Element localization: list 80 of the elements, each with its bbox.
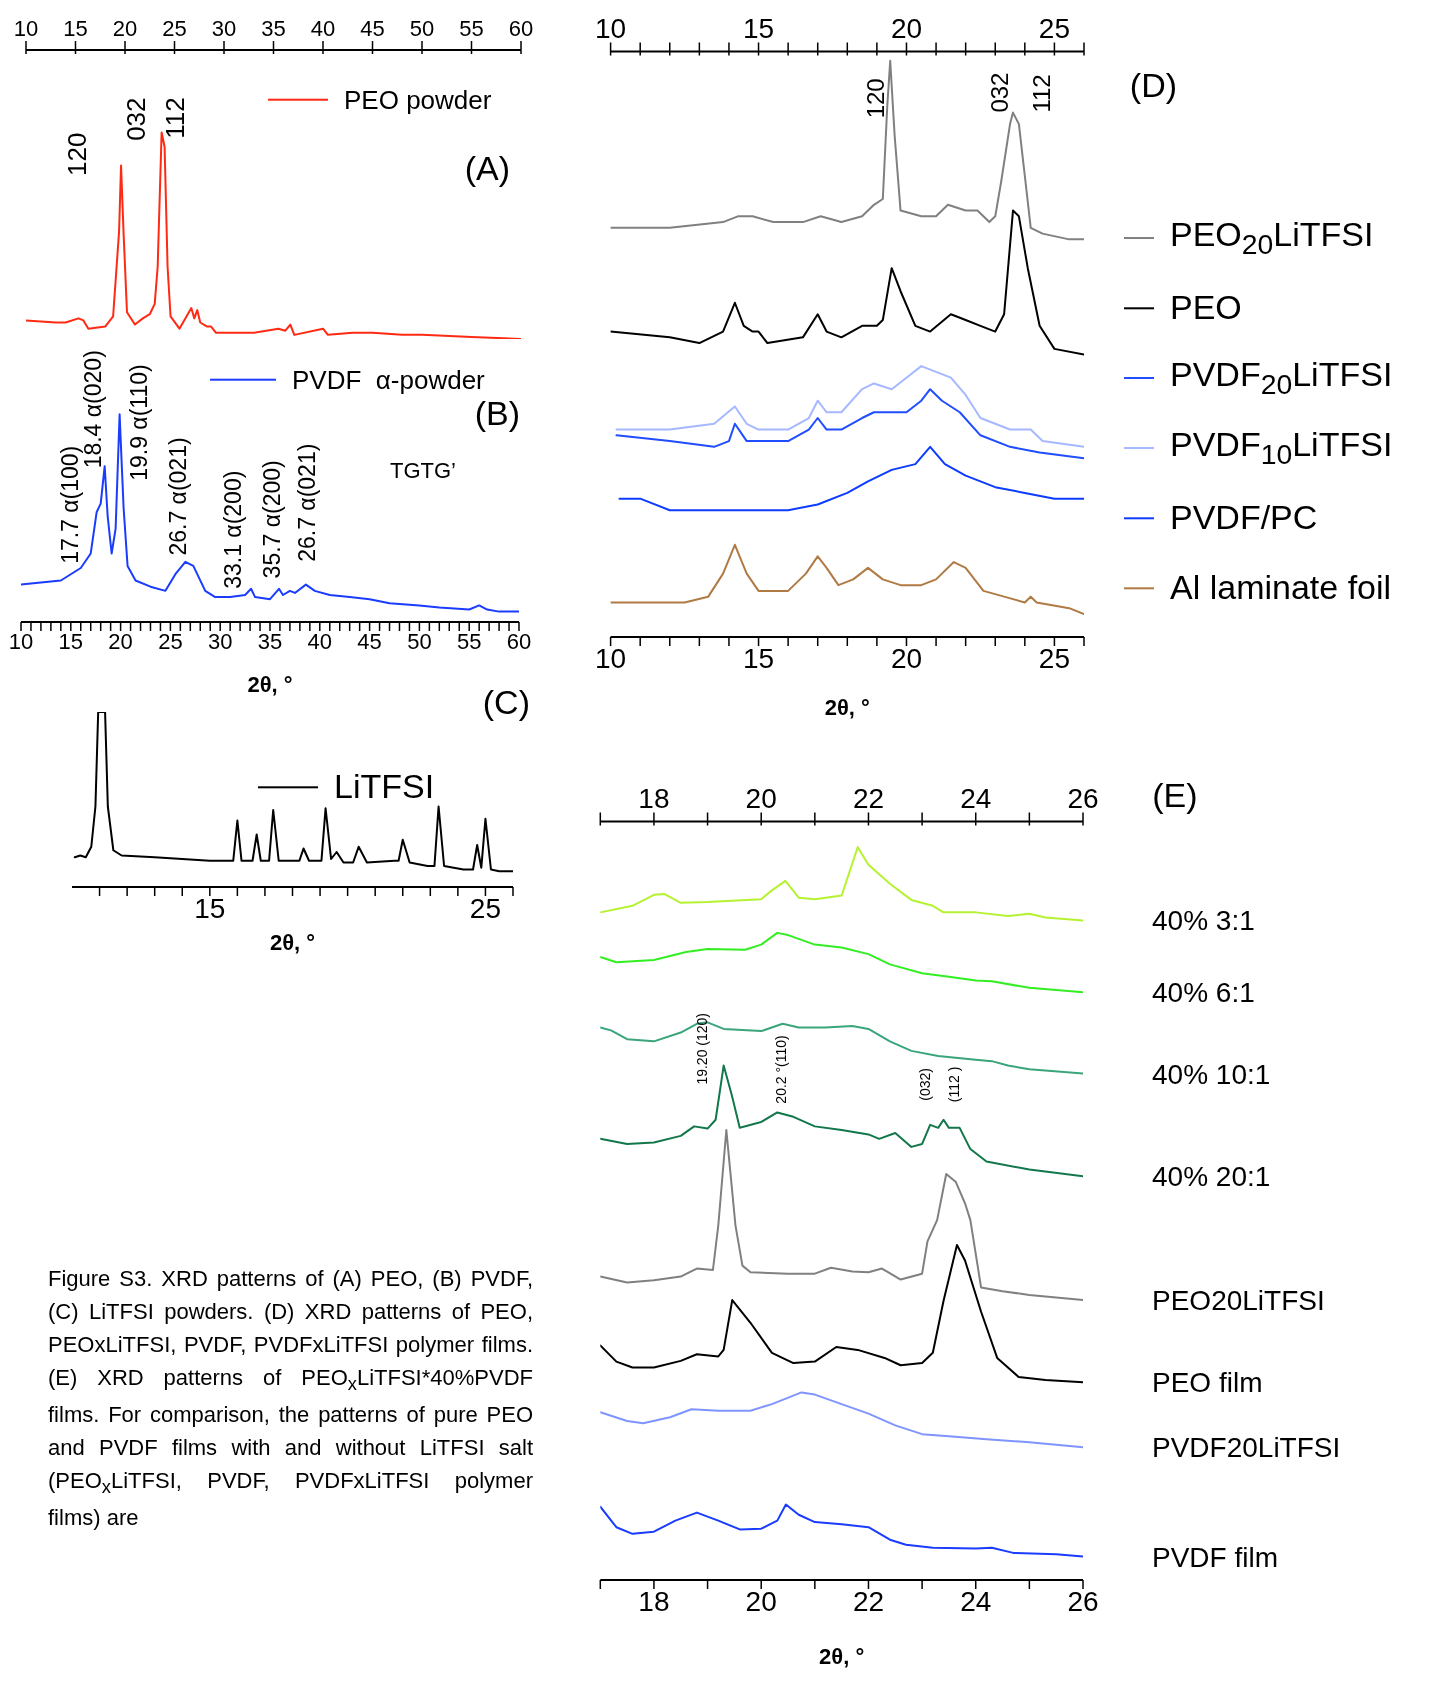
annotation: (032) — [916, 1068, 933, 1101]
annotation: 19.9 α(110) — [126, 364, 153, 481]
x-tick-label: 50 — [407, 628, 432, 654]
text: 40% 6:1 — [1152, 976, 1255, 1008]
x-tick-label: 40 — [307, 628, 333, 654]
x-tick-label: 15 — [63, 16, 88, 41]
legend-label: PEO — [1170, 288, 1242, 327]
text: 40% 10:1 — [1152, 1058, 1271, 1090]
x-tick-label: 60 — [508, 16, 534, 41]
x2-tick-label: 20 — [745, 782, 777, 814]
text: PVDF20LiTFSI — [1152, 1431, 1341, 1463]
legend-label: LiTFSI — [334, 767, 435, 806]
text: (D) — [1129, 65, 1178, 104]
annotation: 120 — [861, 78, 889, 119]
legend-label: PEO$_{20}$LiTFSI — [1170, 215, 1374, 260]
x-tick-label: 60 — [506, 628, 532, 654]
text: 40% 20:1 — [1152, 1160, 1271, 1192]
x-tick-label: 20 — [108, 628, 133, 654]
x-axis-title: 2θ, ° — [819, 1644, 865, 1669]
annotation: 112 — [160, 97, 191, 139]
text: PEO20LiTFSI — [1152, 1284, 1325, 1316]
x-tick-label: 18 — [638, 1585, 670, 1617]
legend-label: PVDF α-powder — [292, 364, 485, 395]
text: PVDF film — [1152, 1541, 1278, 1573]
legend-label: PVDF/PC — [1170, 498, 1318, 537]
x2-tick-label: 26 — [1067, 782, 1099, 814]
chart-title: (B) — [474, 394, 520, 432]
x-tick-label: 35 — [261, 16, 286, 41]
legend-label: PVDF$_{10}$LiTFSI — [1170, 425, 1393, 470]
x-tick-label: 30 — [211, 16, 237, 41]
x-tick-label: 15 — [58, 628, 84, 654]
x-tick-label: 35 — [257, 628, 283, 654]
annotation: 032 — [985, 72, 1013, 113]
x2-tick-label: 22 — [852, 782, 885, 814]
x-tick-label: 30 — [207, 628, 233, 654]
annotation: 19.20 (120) — [694, 1012, 711, 1085]
chart-title: (C) — [482, 683, 530, 721]
x-tick-label: 22 — [852, 1585, 885, 1617]
x-tick-label: 50 — [409, 16, 435, 41]
x-tick-label: 45 — [357, 628, 382, 654]
text: (E) — [1152, 776, 1198, 815]
x-tick-label: 45 — [360, 16, 385, 41]
x-tick-label: 40 — [310, 16, 336, 41]
text: 40% 3:1 — [1152, 904, 1255, 936]
x-tick-label: 10 — [595, 642, 627, 674]
x-tick-label: 26 — [1067, 1585, 1099, 1617]
annotation: 26.7 α(021) — [165, 437, 192, 556]
x-tick-label: 15 — [742, 642, 775, 674]
x-tick-label: 20 — [890, 642, 923, 674]
x-axis-title: 2θ, ° — [247, 672, 293, 697]
annotation: 032 — [120, 97, 151, 141]
annotation: 26.7 α(021) — [294, 443, 321, 562]
text: PEO film — [1152, 1366, 1263, 1398]
x-tick-label: 20 — [745, 1585, 777, 1617]
annotation: 112 — [1027, 74, 1055, 113]
x-axis-title: 2θ, ° — [824, 695, 870, 720]
x-tick-label: 55 — [459, 16, 484, 41]
x-tick-label: 25 — [158, 628, 183, 654]
legend-label: PEO powder — [344, 84, 492, 115]
x-axis-title: 2θ, ° — [269, 930, 316, 955]
annotation: 33.1 α(200) — [219, 470, 246, 589]
legend-label: PVDF$_{20}$LiTFSI — [1170, 355, 1393, 400]
text: (A) — [464, 149, 510, 187]
annotation: 17.7 α(100) — [56, 445, 83, 564]
legend-label: Al laminate foil — [1170, 568, 1392, 607]
annotation: 20.2 °(110) — [772, 1035, 789, 1104]
text: Figure S3. XRD patterns of (A) PEO, (B) PVDF, (C) LiTFSI powders. (D) XRD patterns of PEO, PEOxLiTFSI, PVDF, PVDFxLiTFSI polymer films. (E) XRD patterns of PEO$_{x}$LiTFSI*40%PVDF films. For comparison, the patterns of pure PEO and PVDF films with and without LiTFSI salt (PEO$_{x}$LiTFSI, PVDF, PVDFxLiTFSI polymer films) are — [48, 1266, 533, 1530]
x2-tick-label: 18 — [638, 782, 670, 814]
annotation: TGTG’ — [390, 457, 457, 483]
x2-tick-label: 24 — [960, 782, 992, 814]
x-tick-label: 24 — [960, 1585, 992, 1617]
annotation: 120 — [61, 132, 92, 176]
annotation: (112 ) — [946, 1066, 963, 1103]
annotation: 35.7 α(200) — [259, 460, 286, 579]
x-tick-label: 25 — [162, 16, 187, 41]
x-tick-label: 20 — [112, 16, 138, 41]
x-tick-label: 55 — [456, 628, 482, 654]
x-tick-label: 10 — [13, 16, 39, 41]
x-tick-label: 25 — [1038, 642, 1070, 674]
x-tick-label: 10 — [8, 628, 34, 654]
